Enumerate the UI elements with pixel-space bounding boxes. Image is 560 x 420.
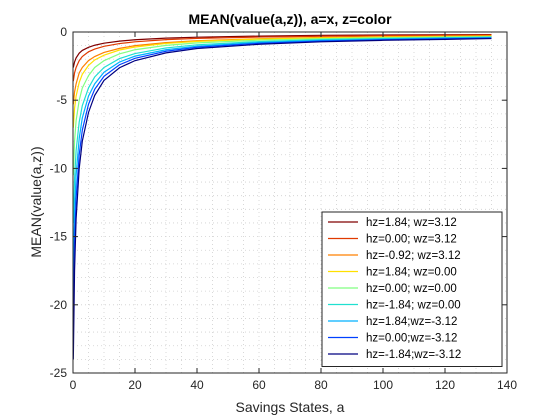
x-tick-label: 20: [128, 378, 142, 392]
legend-label-4: hz=1.84; wz=0.00: [366, 267, 457, 279]
chart-title: MEAN(value(a,z)), a=x, z=color: [188, 11, 392, 27]
series-lines: [72, 33, 492, 360]
x-tick-label: 0: [70, 378, 77, 392]
x-tick-label: 40: [190, 378, 204, 392]
grid: [73, 32, 507, 373]
legend-label-6: hz=-1.84; wz=0.00: [366, 300, 461, 312]
y-tick-label: -25: [50, 366, 68, 380]
series-line-2: [72, 34, 492, 82]
legend-label-9: hz=-1.84;wz=-3.12: [366, 349, 461, 361]
y-tick-label: -5: [56, 93, 67, 107]
x-tick-label: 60: [252, 378, 266, 392]
legend-label-5: hz=0.00; wz=0.00: [366, 283, 457, 295]
x-tick-label: 80: [314, 378, 328, 392]
legend: hz=1.84; wz=3.12 hz=0.00; wz=3.12 hz=-0.92…: [321, 211, 503, 367]
series-line-4: [72, 35, 492, 128]
series-line-9: [72, 37, 492, 360]
plot-frame: [72, 31, 508, 374]
y-tick-label: -20: [50, 298, 68, 312]
series-line-5: [72, 36, 492, 176]
x-tick-label: 140: [497, 378, 517, 392]
x-tick-label: 120: [435, 378, 455, 392]
y-tick-label: 0: [60, 25, 67, 39]
series-line-6: [72, 36, 492, 223]
series-line-1: [72, 33, 492, 68]
legend-label-7: hz=1.84;wz=-3.12: [366, 316, 457, 328]
series-line-7: [72, 37, 492, 271]
y-tick-label: -10: [50, 161, 68, 175]
legend-label-1: hz=1.84; wz=3.12: [366, 217, 457, 229]
legend-label-3: hz=-0.92; wz=3.12: [366, 250, 461, 262]
legend-label-2: hz=0.00; wz=3.12: [366, 234, 457, 246]
legend-label-8: hz=0.00;wz=-3.12: [366, 333, 457, 345]
x-tick-label: 100: [373, 378, 393, 392]
y-tick-label: -15: [50, 230, 68, 244]
y-axis-title: MEAN(value(a,z)): [28, 146, 44, 257]
legend-box: [321, 211, 503, 367]
x-axis-title: Savings States, a: [236, 399, 345, 415]
axis-ticks: 0 20 40 60 80 100 120 140 -25 -20 -15 -10 -5 0: [50, 25, 518, 392]
series-line-8: [72, 37, 492, 319]
